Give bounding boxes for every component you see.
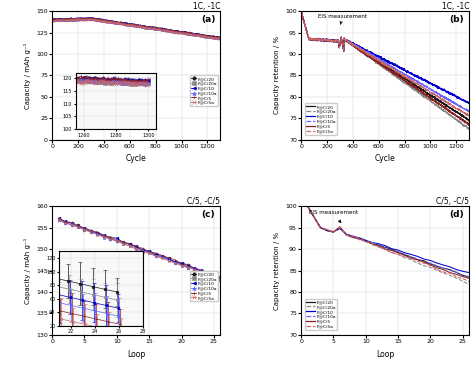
Legend: F@C/20, F@C/20a, F@C/10, F@C/10a, F@C/5, F@C/5a: F@C/20, F@C/20a, F@C/10, F@C/10a, F@C/5,… [190,76,218,106]
X-axis label: Loop: Loop [127,350,146,359]
Text: C/5, -C/5: C/5, -C/5 [187,198,220,206]
Text: (c): (c) [201,210,215,219]
Y-axis label: Capacity retention / %: Capacity retention / % [273,36,280,115]
Y-axis label: Capacity / mAh g⁻¹: Capacity / mAh g⁻¹ [24,237,31,304]
Legend: F@C/20, F@C/20a, F@C/10, F@C/10a, F@C/5, F@C/5a: F@C/20, F@C/20a, F@C/10, F@C/10a, F@C/5,… [305,299,337,330]
Text: EIS measurement: EIS measurement [309,210,358,222]
X-axis label: Loop: Loop [376,350,394,359]
X-axis label: Cycle: Cycle [126,154,146,163]
Text: (a): (a) [201,15,215,24]
Y-axis label: Capacity / mAh g⁻¹: Capacity / mAh g⁻¹ [24,42,31,109]
Text: 1C, -1C: 1C, -1C [442,2,469,11]
Legend: F@C/20, F@C/20a, F@C/10, F@C/10a, F@C/5, F@C/5a: F@C/20, F@C/20a, F@C/10, F@C/10a, F@C/5,… [190,271,218,301]
X-axis label: Cycle: Cycle [375,154,395,163]
Text: (b): (b) [450,15,464,24]
Y-axis label: Capacity retention / %: Capacity retention / % [273,231,280,310]
Text: C/5, -C/5: C/5, -C/5 [436,198,469,206]
Text: (d): (d) [450,210,464,219]
Text: EIS measurement: EIS measurement [318,14,367,24]
Text: 1C, -1C: 1C, -1C [193,2,220,11]
Legend: F@C/20, F@C/20a, F@C/10, F@C/10a, F@C/5, F@C/5a: F@C/20, F@C/20a, F@C/10, F@C/10a, F@C/5,… [305,103,337,135]
